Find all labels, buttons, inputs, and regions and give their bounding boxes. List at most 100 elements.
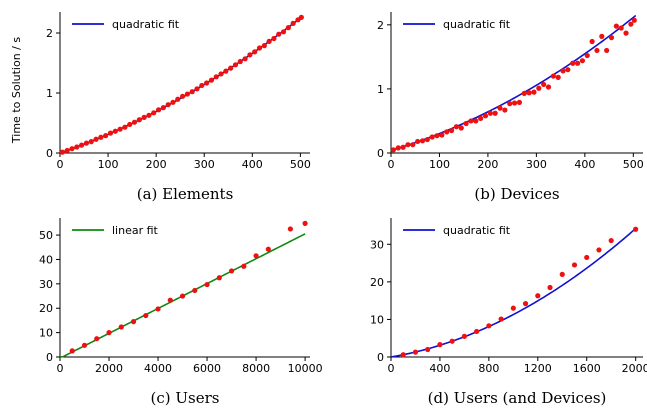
data-point bbox=[604, 47, 610, 54]
data-point bbox=[118, 324, 124, 330]
data-point bbox=[535, 293, 541, 299]
data-point bbox=[59, 149, 65, 155]
legend-label: linear fit bbox=[112, 224, 159, 237]
data-point bbox=[170, 99, 176, 105]
data-point bbox=[194, 86, 200, 92]
data-point bbox=[155, 107, 162, 113]
data-point bbox=[468, 118, 474, 124]
data-point bbox=[437, 342, 443, 348]
data-point bbox=[618, 25, 624, 31]
data-point bbox=[228, 65, 234, 71]
data-point bbox=[112, 128, 118, 134]
data-point bbox=[571, 262, 578, 268]
x-tick-label: 500 bbox=[623, 158, 644, 171]
chart-panel-1: 0 100 200 300 400 500 0 1 2 quadratic fit (a) Elem… bbox=[46, 12, 311, 203]
data-point bbox=[449, 338, 455, 344]
data-point bbox=[155, 306, 161, 312]
data-point bbox=[510, 305, 516, 311]
data-point bbox=[570, 60, 576, 66]
x-tick-label: 100 bbox=[429, 158, 450, 171]
panel-caption: (d) Users (and Devices) bbox=[428, 389, 607, 407]
data-point bbox=[136, 117, 142, 123]
data-point bbox=[302, 220, 308, 226]
data-point bbox=[266, 38, 272, 45]
y-tick-label: 2 bbox=[46, 27, 53, 40]
x-tick-label: 2000 bbox=[95, 362, 123, 375]
data-point bbox=[180, 93, 186, 99]
x-tick-label: 1200 bbox=[524, 362, 552, 375]
data-point bbox=[412, 349, 419, 355]
data-point bbox=[424, 136, 430, 143]
data-point bbox=[93, 136, 99, 142]
data-point bbox=[151, 110, 157, 116]
data-point bbox=[167, 297, 173, 303]
fit-line bbox=[390, 14, 637, 152]
data-point bbox=[608, 237, 614, 244]
data-point bbox=[204, 281, 210, 288]
y-tick-label: 0 bbox=[377, 351, 384, 364]
data-point bbox=[253, 253, 259, 259]
x-tick-label: 0 bbox=[388, 362, 395, 375]
data-point bbox=[184, 91, 190, 97]
x-tick-label: 500 bbox=[290, 158, 311, 171]
panel-caption: (a) Elements bbox=[137, 185, 234, 203]
x-tick-label: 400 bbox=[574, 158, 595, 171]
panel-caption: (b) Devices bbox=[474, 185, 559, 203]
data-point bbox=[522, 301, 529, 307]
data-point bbox=[429, 134, 435, 140]
data-point bbox=[290, 20, 296, 26]
data-point bbox=[498, 316, 504, 322]
data-point bbox=[536, 85, 542, 91]
chart-panel-4: 0 400 800 1200 1600 2000 0 10 20 30 quadratic fit (… bbox=[370, 218, 647, 407]
data-point bbox=[237, 58, 243, 65]
y-tick-label: 1 bbox=[377, 83, 384, 96]
data-point bbox=[287, 226, 293, 232]
data-point bbox=[261, 43, 267, 49]
data-point bbox=[130, 319, 137, 325]
x-tick-label: 10000 bbox=[288, 362, 323, 375]
data-point bbox=[453, 124, 460, 130]
x-tick-label: 1600 bbox=[573, 362, 601, 375]
data-point bbox=[117, 126, 123, 132]
data-point bbox=[550, 73, 556, 79]
data-point bbox=[74, 144, 80, 150]
data-point bbox=[623, 30, 629, 36]
data-point bbox=[213, 74, 219, 80]
data-point bbox=[400, 352, 406, 358]
data-point bbox=[599, 33, 605, 39]
data-point bbox=[560, 68, 566, 74]
y-tick-label: 50 bbox=[39, 229, 53, 242]
data-point bbox=[574, 60, 581, 66]
data-point bbox=[79, 142, 85, 148]
x-tick-label: 8000 bbox=[242, 362, 270, 375]
data-point bbox=[487, 110, 493, 116]
fit-line bbox=[59, 15, 304, 154]
y-tick-label: 10 bbox=[39, 327, 53, 340]
data-point bbox=[461, 333, 467, 339]
figure-ylabel: Time to Solution / s bbox=[10, 37, 23, 144]
x-tick-label: 200 bbox=[477, 158, 498, 171]
x-tick-label: 6000 bbox=[193, 362, 221, 375]
data-point bbox=[448, 127, 455, 134]
data-point bbox=[405, 142, 411, 148]
data-point bbox=[492, 110, 498, 116]
data-point bbox=[252, 49, 258, 55]
data-point bbox=[199, 82, 205, 89]
y-tick-label: 20 bbox=[370, 276, 384, 289]
data-point bbox=[473, 118, 479, 124]
x-tick-label: 300 bbox=[526, 158, 547, 171]
data-point bbox=[400, 144, 406, 150]
data-point bbox=[160, 105, 166, 111]
data-point bbox=[165, 102, 171, 108]
data-point bbox=[584, 52, 590, 59]
data-point bbox=[584, 254, 590, 261]
data-point bbox=[241, 263, 247, 269]
y-tick-label: 30 bbox=[39, 278, 53, 291]
y-tick-label: 1 bbox=[46, 87, 53, 100]
data-point bbox=[410, 142, 416, 148]
y-tick-label: 40 bbox=[39, 253, 53, 266]
data-point bbox=[103, 133, 109, 139]
data-point bbox=[545, 84, 552, 90]
data-point bbox=[425, 346, 431, 353]
